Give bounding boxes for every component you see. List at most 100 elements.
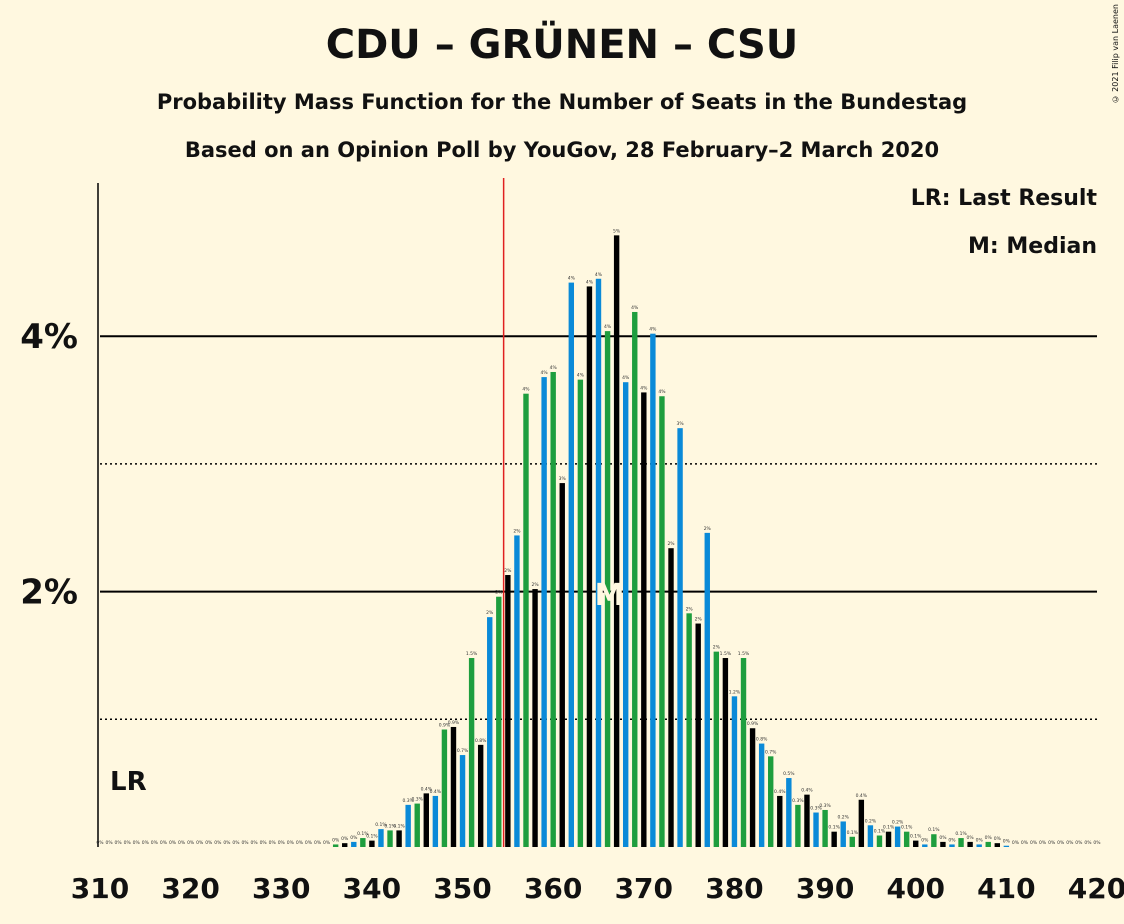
bar-label-386: 0.5% <box>783 771 795 777</box>
bar-337 <box>342 843 348 847</box>
bar-label-357: 4% <box>522 387 530 393</box>
bar-374 <box>677 428 683 847</box>
bar-label-339: 0.1% <box>357 831 369 837</box>
bar-label-363: 4% <box>577 373 585 379</box>
bar-label-323: 0% <box>214 840 222 846</box>
bar-label-405: 0.1% <box>955 831 967 837</box>
bar-label-374: 3% <box>677 421 685 427</box>
bar-358 <box>532 589 538 847</box>
bar-409 <box>994 843 1000 847</box>
bar-341 <box>378 829 384 847</box>
legend-last-result: LR: Last Result <box>910 186 1097 211</box>
bar-351 <box>468 658 475 847</box>
bar-label-411: 0% <box>1012 840 1020 846</box>
bar-377 <box>704 532 710 847</box>
bar-label-349: 0.9% <box>448 720 460 726</box>
bar-371 <box>650 333 656 848</box>
bar-label-329: 0% <box>269 840 277 846</box>
bar-label-341: 0.1% <box>375 822 387 828</box>
bar-label-348: 0.9% <box>439 723 451 729</box>
bar-label-418: 0% <box>1075 840 1083 846</box>
bar-365 <box>595 278 602 847</box>
bar-label-335: 0% <box>323 840 331 846</box>
bar-label-331: 0% <box>287 840 295 846</box>
bar-370 <box>641 392 647 847</box>
bar-label-346: 0.4% <box>421 786 433 792</box>
bar-348 <box>441 729 448 847</box>
bar-385 <box>777 795 783 847</box>
bar-label-408: 0% <box>985 835 993 841</box>
bar-339 <box>360 838 366 847</box>
bar-label-358: 2% <box>531 582 539 588</box>
bar-label-409: 0% <box>994 836 1002 842</box>
bar-label-343: 0.1% <box>393 823 405 829</box>
chart-title: CDU – GRÜNEN – CSU <box>325 22 799 68</box>
bar-label-327: 0% <box>251 840 259 846</box>
bar-label-344: 0.3% <box>402 798 414 804</box>
bar-392 <box>840 821 846 847</box>
bar-390 <box>822 809 828 847</box>
bar-label-342: 0.1% <box>384 823 396 829</box>
bar-380 <box>731 696 738 847</box>
bar-label-313: 0% <box>124 840 132 846</box>
bar-349 <box>450 726 457 847</box>
bar-label-333: 0% <box>305 840 313 846</box>
bar-label-412: 0% <box>1021 840 1029 846</box>
bar-340 <box>369 840 375 847</box>
bar-346 <box>423 793 429 847</box>
bar-label-322: 0% <box>205 840 213 846</box>
bar-354 <box>496 596 502 847</box>
bar-label-410: 0% <box>1003 839 1011 845</box>
bar-label-367: 5% <box>613 228 621 234</box>
bar-408 <box>985 841 991 847</box>
bar-label-392: 0.2% <box>837 814 849 820</box>
bar-401 <box>922 844 928 847</box>
bar-label-368: 4% <box>622 375 630 381</box>
bar-label-316: 0% <box>151 840 159 846</box>
bar-label-321: 0% <box>196 840 204 846</box>
bar-label-337: 0% <box>341 836 349 842</box>
bar-label-390: 0.3% <box>819 803 831 809</box>
bar-label-377: 2% <box>704 526 712 532</box>
bar-360 <box>550 371 556 847</box>
bar-label-406: 0% <box>967 835 975 841</box>
bar-389 <box>813 812 819 847</box>
median-marker: M <box>595 578 625 613</box>
bar-label-369: 4% <box>631 305 639 311</box>
bar-402 <box>931 834 937 847</box>
bar-405 <box>958 838 964 847</box>
bar-label-354: 2% <box>495 590 503 596</box>
bar-label-413: 0% <box>1030 840 1038 846</box>
bar-label-384: 0.7% <box>765 749 777 755</box>
bar-407 <box>976 844 982 847</box>
bar-375 <box>686 613 692 847</box>
bar-353 <box>487 617 493 847</box>
bar-373 <box>668 548 674 847</box>
bar-label-398: 0.2% <box>892 820 904 826</box>
bar-364 <box>586 286 593 847</box>
bar-372 <box>659 396 665 847</box>
bar-363 <box>577 379 584 847</box>
bar-label-317: 0% <box>160 840 168 846</box>
bar-label-326: 0% <box>241 840 249 846</box>
bar-label-311: 0% <box>105 840 113 846</box>
bar-label-351: 1.5% <box>466 651 478 657</box>
bar-336 <box>332 844 339 847</box>
bar-387 <box>795 804 801 847</box>
bar-357 <box>523 393 529 847</box>
bar-label-416: 0% <box>1057 840 1065 846</box>
chart-source-subtitle: Based on an Opinion Poll by YouGov, 28 F… <box>184 138 940 162</box>
bar-label-359: 4% <box>541 370 549 376</box>
bar-388 <box>804 794 810 847</box>
bar-label-328: 0% <box>260 840 268 846</box>
bar-359 <box>541 377 547 847</box>
bar-label-310: 0% <box>96 840 104 846</box>
bar-label-332: 0% <box>296 840 304 846</box>
bar-label-407: 0% <box>976 837 984 843</box>
bar-366 <box>604 331 611 848</box>
bar-label-388: 0.4% <box>801 788 813 794</box>
bar-404 <box>949 844 955 847</box>
bar-382 <box>749 728 756 847</box>
bar-label-360: 4% <box>550 365 558 371</box>
bar-361 <box>559 483 565 847</box>
